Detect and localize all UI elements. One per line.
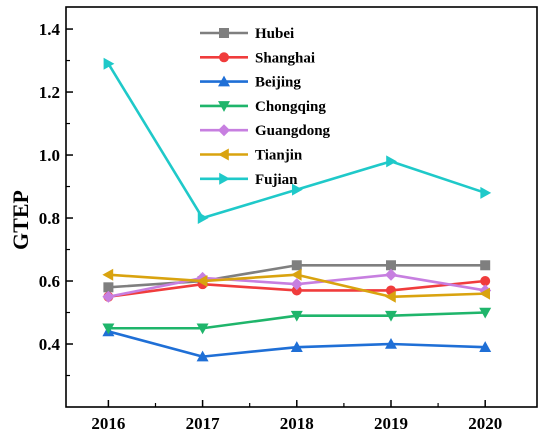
data-point-beijing [384, 338, 397, 349]
data-point-fujian [291, 183, 303, 196]
data-point-fujian [103, 57, 115, 70]
y-axis-title: GTEP [8, 190, 33, 250]
legend-item-guangdong: Guangdong [200, 123, 331, 139]
data-point-guangdong [102, 290, 115, 303]
data-point-chongqing [479, 307, 492, 319]
data-point-fujian [197, 212, 209, 225]
legend-marker-hubei [219, 28, 229, 38]
data-point-shanghai [480, 276, 491, 287]
data-point-chongqing [102, 323, 115, 335]
legend-item-fujian: Fujian [200, 172, 298, 188]
series-beijing [102, 325, 492, 362]
y-tick-label: 0.4 [39, 335, 61, 354]
data-point-chongqing [384, 310, 397, 322]
data-point-hubei [385, 260, 396, 271]
legend-label-beijing: Beijing [255, 75, 301, 91]
data-point-hubei [291, 260, 302, 271]
data-point-tianjin [196, 275, 208, 288]
legend-item-hubei: Hubei [200, 26, 294, 42]
y-tick-label: 0.6 [39, 272, 60, 291]
legend-marker-fujian [219, 172, 230, 185]
x-tick-label: 2017 [186, 414, 221, 433]
legend-marker-shanghai [219, 52, 229, 63]
legend-marker-beijing [218, 75, 230, 87]
series-tianjin [102, 268, 490, 303]
legend: Hubei Shanghai Beijing Chongqing Guangdong Ti… [200, 26, 331, 188]
data-point-tianjin [384, 290, 396, 303]
legend-label-fujian: Fujian [255, 172, 298, 188]
legend-item-chongqing: Chongqing [200, 99, 326, 115]
data-point-guangdong [384, 268, 397, 281]
data-point-fujian [386, 155, 397, 168]
data-point-tianjin [479, 287, 490, 300]
data-point-chongqing [290, 310, 303, 322]
data-point-tianjin [290, 268, 302, 281]
data-point-fujian [480, 186, 492, 199]
y-tick-label: 1.4 [39, 20, 61, 39]
axes: 0.4 0.6 0.8 1.0 1.2 1.4 2016 2017 2018 2019 2020 [39, 6, 538, 433]
legend-label-guangdong: Guangdong [255, 123, 331, 139]
data-point-shanghai [291, 285, 302, 296]
legend-item-tianjin: Tianjin [200, 148, 303, 164]
y-tick-label: 1.0 [39, 146, 60, 165]
data-point-beijing [290, 341, 303, 352]
data-point-guangdong [290, 278, 303, 291]
series-fujian [103, 57, 492, 225]
legend-label-hubei: Hubei [255, 26, 294, 42]
legend-marker-tianjin [218, 148, 229, 161]
plot-frame [65, 6, 538, 408]
y-tick-label: 1.2 [39, 83, 60, 102]
data-point-beijing [479, 341, 492, 352]
legend-label-tianjin: Tianjin [255, 148, 303, 164]
data-point-beijing [196, 350, 209, 362]
legend-label-chongqing: Chongqing [255, 99, 326, 115]
x-tick-label: 2018 [280, 414, 314, 433]
y-tick-label: 0.8 [39, 209, 60, 228]
data-point-hubei [103, 282, 114, 293]
series-layer [102, 57, 492, 362]
x-tick-label: 2019 [374, 414, 408, 433]
legend-item-beijing: Beijing [200, 75, 301, 91]
data-point-hubei [480, 260, 491, 271]
x-tick-label: 2020 [468, 414, 502, 433]
legend-marker-chongqing [218, 101, 230, 112]
x-tick-label: 2016 [91, 414, 125, 433]
data-point-tianjin [102, 268, 114, 281]
legend-item-shanghai: Shanghai [200, 50, 315, 66]
legend-marker-guangdong [218, 124, 230, 137]
series-chongqing [102, 307, 492, 335]
legend-label-shanghai: Shanghai [255, 50, 315, 66]
data-point-chongqing [196, 323, 209, 335]
